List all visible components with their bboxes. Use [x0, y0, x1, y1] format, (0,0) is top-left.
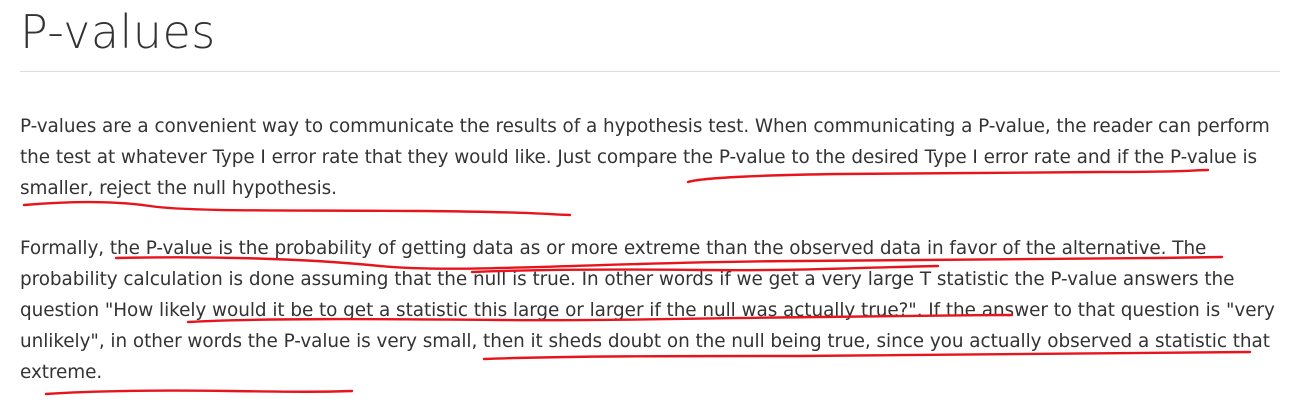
article: P-values P-values are a convenient way t…: [20, 0, 1280, 383]
underline-observed-extreme: [44, 389, 354, 396]
underline-if-smaller-reject: [22, 200, 572, 217]
paragraph-intro: P-values are a convenient way to communi…: [20, 116, 1270, 199]
paragraph-formal-definition: Formally, the P-value is the probability…: [20, 238, 1275, 383]
title-divider: [20, 71, 1280, 72]
page-title: P-values: [20, 5, 216, 59]
